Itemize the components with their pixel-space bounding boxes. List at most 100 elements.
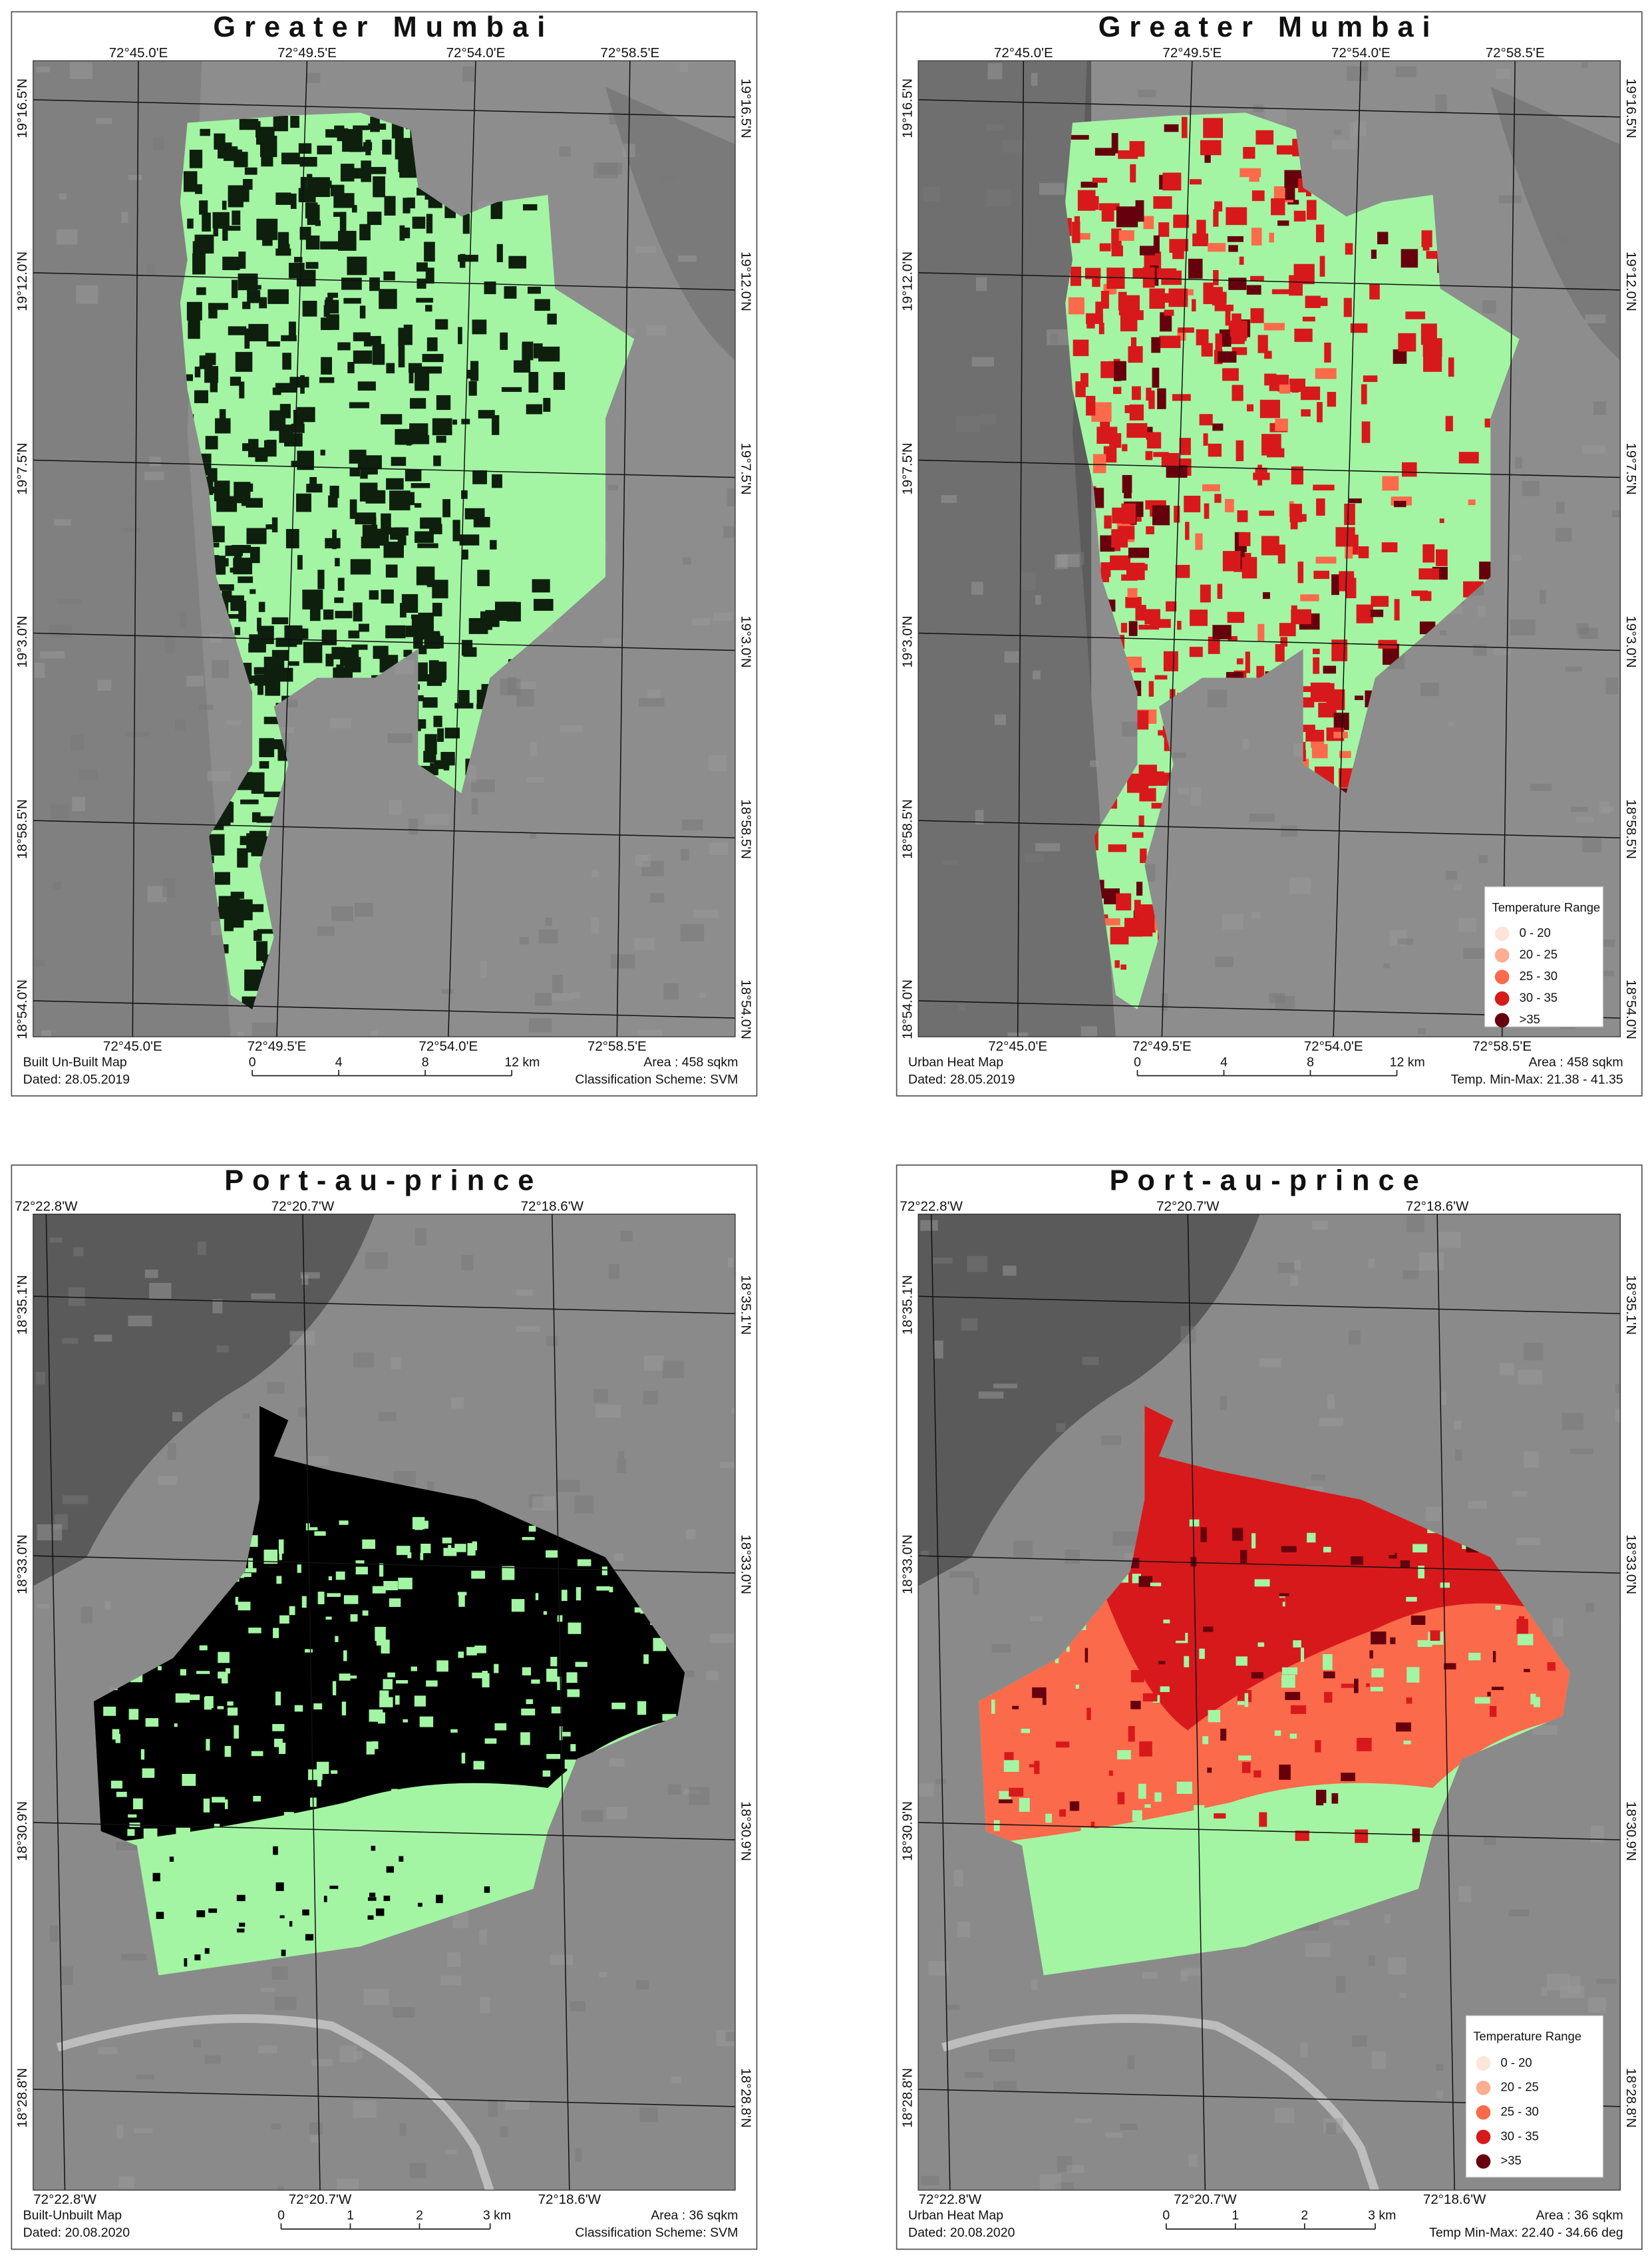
- terrain-texture: [1585, 314, 1606, 323]
- built-patch: [256, 218, 278, 240]
- heat-speck: [1281, 1675, 1295, 1688]
- built-patch: [347, 361, 355, 374]
- terrain-texture: [681, 848, 689, 861]
- bottom-coord-label: 72°49.5'E: [1132, 1039, 1192, 1054]
- built-patch: [403, 324, 413, 345]
- heat-patch: [1214, 304, 1234, 311]
- built-patch: [337, 342, 351, 351]
- heat-patch: [1068, 297, 1084, 315]
- heat-patch: [1169, 239, 1189, 252]
- heat-patch: [1199, 414, 1213, 426]
- built-patch: [244, 328, 250, 349]
- unbuilt-speck: [103, 1706, 116, 1716]
- heat-patch: [1237, 510, 1248, 522]
- unbuilt-speck: [339, 1520, 349, 1525]
- built-patch: [359, 305, 366, 319]
- built-patch: [501, 387, 522, 392]
- built-patch: [420, 366, 442, 374]
- legend-swatch: [1476, 2105, 1491, 2120]
- graticule-line: [33, 632, 736, 651]
- built-patch: [328, 495, 338, 508]
- built-patch: [459, 254, 466, 268]
- terrain-texture: [1033, 670, 1041, 680]
- heat-patch: [1108, 361, 1118, 369]
- built-patch: [194, 366, 201, 378]
- heat-speck: [1069, 1801, 1080, 1811]
- terrain-texture: [1055, 554, 1068, 570]
- unbuilt-speck: [466, 1647, 477, 1655]
- heat-patch: [1214, 494, 1222, 503]
- built-patch: [266, 341, 280, 347]
- terrain-texture: [504, 2099, 530, 2110]
- built-patch: [230, 377, 242, 386]
- heat-patch: [1381, 542, 1398, 553]
- heat-speck: [1290, 1705, 1307, 1714]
- heat-patch: [1343, 297, 1352, 317]
- terrain-texture: [310, 2133, 320, 2143]
- built-patch: [263, 791, 283, 798]
- built-patch: [543, 398, 551, 412]
- terrain-texture: [725, 2031, 735, 2041]
- built-patch: [208, 303, 228, 310]
- heat-patch: [1301, 759, 1309, 769]
- unbuilt-speck: [332, 1681, 337, 1695]
- built-patch: [490, 540, 497, 550]
- heat-patch: [1215, 333, 1222, 355]
- built-patch: [213, 219, 219, 237]
- heat-patch: [1317, 402, 1323, 423]
- heat-speck: [1371, 1631, 1387, 1645]
- heat-patch: [1227, 236, 1243, 242]
- heat-patch: [1092, 178, 1108, 183]
- unbuilt-speck: [235, 1596, 239, 1605]
- heat-patch: [1363, 375, 1378, 383]
- unbuilt-speck: [234, 1725, 239, 1739]
- terrain-texture: [618, 1451, 625, 1459]
- unbuilt-speck: [528, 1816, 534, 1830]
- terrain-texture: [1436, 2091, 1444, 2099]
- terrain-texture: [1596, 1978, 1617, 1984]
- terrain-texture: [599, 1972, 607, 1978]
- built-patch: [385, 625, 406, 639]
- heat-patch: [1149, 288, 1165, 309]
- unbuilt-speck: [522, 1667, 532, 1675]
- built-patch: [324, 299, 339, 314]
- built-patch: [470, 361, 479, 381]
- unbuilt-speck: [283, 1812, 294, 1821]
- built-patch: [320, 241, 339, 250]
- top-coord-label: 72°49.5'E: [1162, 45, 1222, 61]
- built-patch: [416, 297, 434, 303]
- terrain-texture: [277, 2186, 284, 2190]
- heat-patch: [1294, 328, 1313, 342]
- terrain-texture: [1565, 666, 1583, 672]
- built-patch: [239, 381, 245, 399]
- heat-speck: [1268, 1600, 1283, 1607]
- terrain-texture: [1615, 1384, 1621, 1393]
- terrain-texture: [1138, 89, 1156, 98]
- built-patch: [284, 625, 303, 645]
- unbuilt-speck: [662, 1713, 677, 1721]
- right-coord-label: 19°12.0'N: [739, 252, 754, 311]
- heat-patch: [1073, 339, 1089, 357]
- terrain-texture: [1406, 1215, 1424, 1232]
- heat-patch: [1243, 146, 1255, 159]
- terrain-texture: [1294, 1260, 1301, 1270]
- map-area-text: Area : 36 sqkm: [651, 2208, 738, 2223]
- heat-patch: [1289, 504, 1303, 522]
- terrain-texture: [298, 1407, 308, 1417]
- built-patch: [246, 498, 263, 508]
- heat-patch: [1448, 357, 1454, 377]
- built-speck: [204, 1948, 210, 1954]
- heat-speck: [1386, 1524, 1395, 1536]
- heat-patch: [1275, 419, 1288, 431]
- terrain-texture: [1031, 73, 1038, 86]
- heat-speck: [1139, 1741, 1152, 1757]
- terrain-texture: [1484, 1836, 1496, 1845]
- heat-speck: [1238, 1755, 1251, 1761]
- terrain-texture: [49, 624, 72, 638]
- terrain-texture: [329, 718, 351, 729]
- terrain-texture: [370, 1031, 378, 1037]
- terrain-texture: [581, 1810, 603, 1822]
- built-patch: [380, 293, 394, 302]
- terrain-texture: [559, 146, 571, 157]
- heat-speck: [1004, 1752, 1014, 1763]
